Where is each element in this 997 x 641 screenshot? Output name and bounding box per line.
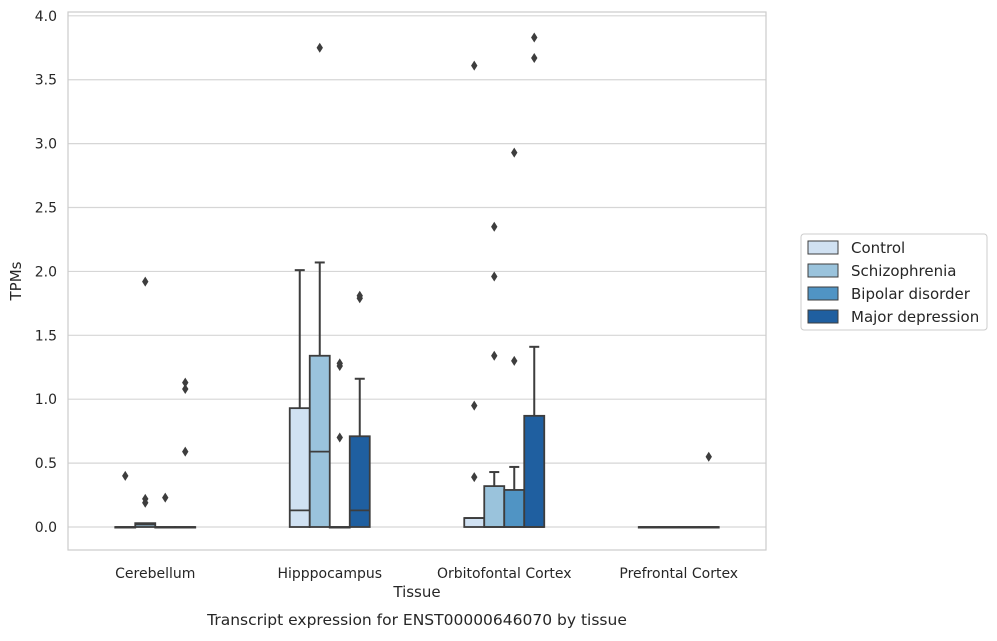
plot-frame <box>67 11 767 551</box>
x-axis-label: Tissue <box>392 583 440 601</box>
box-group <box>523 32 546 528</box>
grid-lines <box>68 15 766 528</box>
box-body <box>463 517 486 528</box>
y-tick-label: 2.0 <box>35 264 57 280</box>
box-group <box>134 276 157 528</box>
outlier-point <box>142 276 149 287</box>
outlier-point <box>471 400 478 411</box>
outlier-point <box>531 53 538 64</box>
outlier-point <box>491 221 498 232</box>
outlier-point <box>142 493 149 504</box>
x-tick-label: Prefrontal Cortex <box>619 566 738 582</box>
y-tick-labels: 0.0 0.5 1.0 1.5 2.0 2.5 3.0 3.5 4.0 <box>35 9 57 536</box>
legend-entry-label: Control <box>851 239 905 257</box>
legend-entry-label: Major depression <box>851 308 979 326</box>
outlier-point <box>491 350 498 361</box>
outlier-point <box>336 432 343 443</box>
outlier-point <box>122 470 129 481</box>
box-body <box>288 407 311 528</box>
legend-swatch <box>807 286 839 301</box>
outlier-point <box>162 492 169 503</box>
x-tick-label: Cerebellum <box>115 566 195 582</box>
box-body <box>308 354 331 528</box>
y-tick-label: 2.5 <box>35 201 57 217</box>
legend: Control Schizophrenia Bipolar disorder Majo… <box>800 233 988 331</box>
outlier-point <box>182 446 189 457</box>
legend-swatch <box>807 240 839 255</box>
box-group <box>174 377 197 529</box>
legend-entry-label: Bipolar disorder <box>851 285 971 303</box>
y-tick-label: 0.0 <box>35 520 57 536</box>
x-tick-label: Hipppocampus <box>277 566 382 582</box>
x-tick-label: Orbitofontal Cortex <box>437 566 572 582</box>
outlier-point <box>316 42 323 53</box>
outlier-point <box>336 358 343 369</box>
box-body <box>348 435 371 528</box>
box-group <box>677 526 700 529</box>
box-body <box>483 485 506 528</box>
outlier-point <box>511 147 518 158</box>
box-group <box>114 470 137 529</box>
box-group <box>288 269 311 528</box>
outlier-point <box>182 383 189 394</box>
box-group <box>483 221 506 528</box>
box-group <box>503 147 526 528</box>
box-group <box>328 358 351 529</box>
y-tick-label: 3.5 <box>35 73 57 89</box>
x-tick-labels: Cerebellum Hipppocampus Orbitofontal Corte… <box>115 566 738 582</box>
legend-swatch <box>807 309 839 324</box>
box-group <box>154 492 177 529</box>
y-tick-label: 3.0 <box>35 137 57 153</box>
box-body <box>523 414 546 528</box>
outlier-point <box>511 355 518 366</box>
legend-swatch <box>807 263 839 278</box>
legend-entry-label: Schizophrenia <box>851 262 956 280</box>
y-tick-label: 4.0 <box>35 9 57 25</box>
box-group <box>348 290 371 528</box>
y-axis-label: TPMs <box>7 261 25 301</box>
outlier-point <box>182 377 189 388</box>
y-tick-label: 0.5 <box>35 456 57 472</box>
box-group <box>637 526 660 529</box>
outlier-point <box>531 32 538 43</box>
box-group <box>308 42 331 528</box>
outlier-point <box>491 271 498 282</box>
box-series <box>114 32 720 529</box>
y-tick-label: 1.5 <box>35 328 57 344</box>
chart-caption: Transcript expression for ENST0000064607… <box>206 611 627 629</box>
y-tick-label: 1.0 <box>35 392 57 408</box>
outlier-point <box>705 451 712 462</box>
outlier-point <box>471 60 478 71</box>
box-group <box>697 451 720 529</box>
box-body <box>503 489 526 528</box>
box-group <box>463 60 486 528</box>
box-group <box>657 526 680 529</box>
legend-frame <box>800 233 988 331</box>
outlier-point <box>471 472 478 483</box>
outlier-point <box>356 290 363 301</box>
